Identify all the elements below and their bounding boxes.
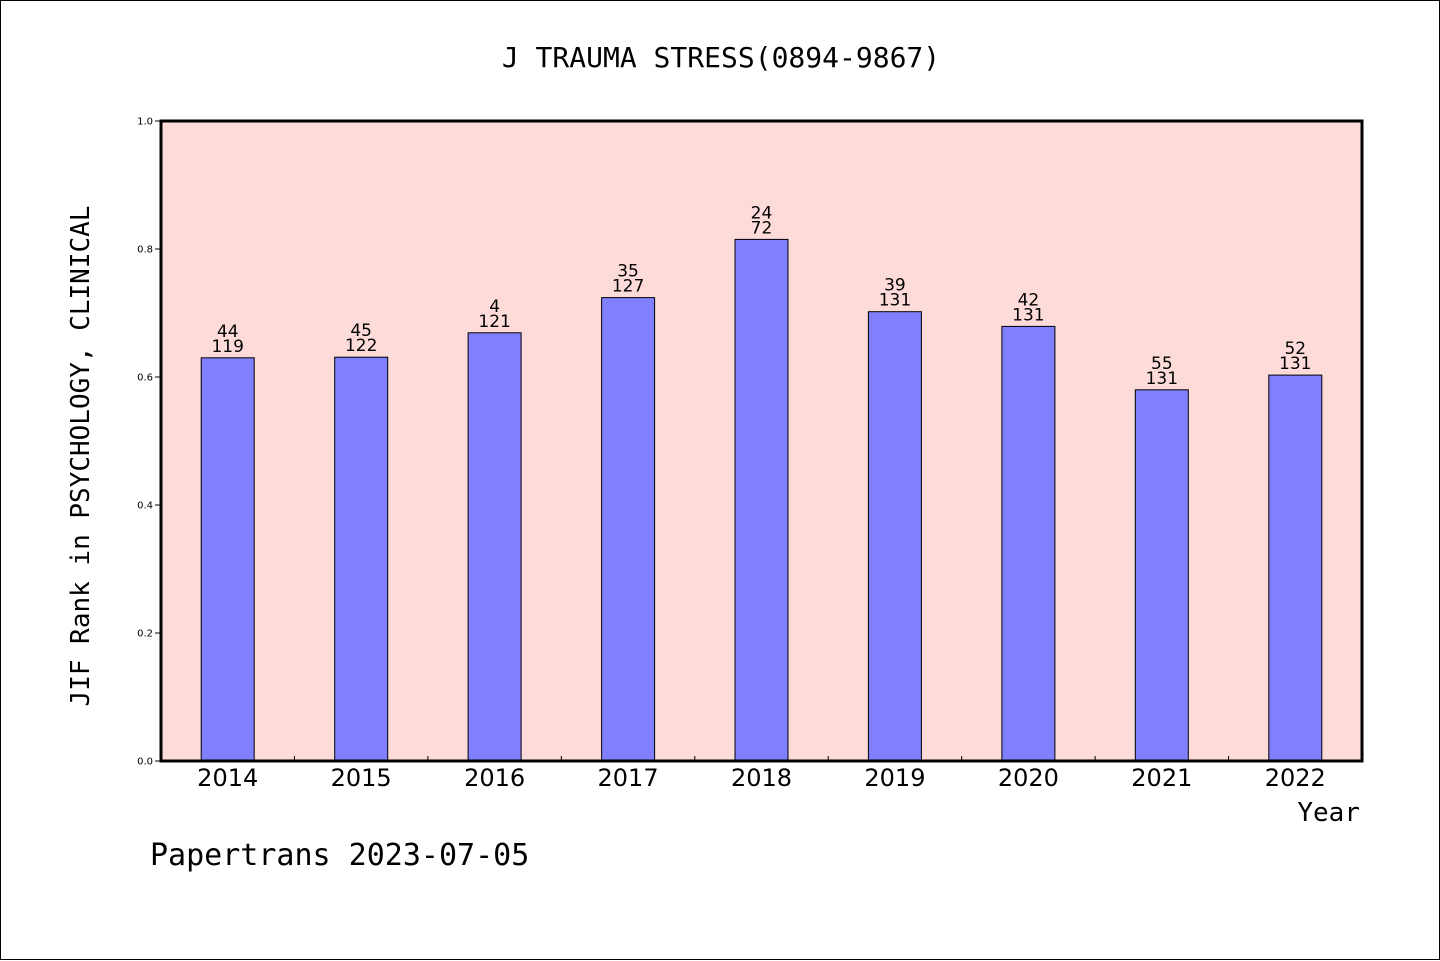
y-axis-title: JIF Rank in PSYCHOLOGY, CLINICAL: [66, 206, 96, 707]
rank-label-2018: 24: [751, 203, 773, 223]
y-tick-label: 0.8: [137, 245, 153, 256]
bar-2021: [1134, 389, 1189, 762]
total-label-2017: 127: [612, 277, 644, 297]
x-axis-title: Year: [1297, 798, 1360, 828]
x-tick-label-2014: 2014: [197, 764, 258, 792]
bar-2016: [467, 332, 522, 762]
total-label-2022: 131: [1279, 354, 1311, 374]
chart-title: J TRAUMA STRESS(0894-9867): [502, 41, 940, 74]
rank-label-2019: 39: [884, 276, 906, 296]
total-label-2019: 131: [879, 291, 911, 311]
x-tick-label-2022: 2022: [1265, 764, 1326, 792]
rank-label-2022: 52: [1284, 339, 1306, 359]
bar-2020: [1001, 325, 1056, 762]
x-tick-label-2019: 2019: [864, 764, 925, 792]
rank-label-2014: 44: [217, 322, 239, 342]
total-label-2016: 121: [478, 312, 510, 332]
x-axis: 2014 2015 2016 2017 2018 2019 2020 2021 2022: [197, 756, 1326, 792]
total-label-2014: 119: [211, 337, 243, 357]
rank-label-2021: 55: [1151, 354, 1173, 374]
rank-label-2015: 45: [350, 321, 372, 341]
total-label-2015: 122: [345, 336, 377, 356]
bar-2015: [334, 356, 389, 762]
rank-label-2020: 42: [1018, 290, 1040, 310]
x-tick-label-2015: 2015: [331, 764, 392, 792]
y-tick-label: 0.4: [137, 501, 153, 512]
x-tick-label-2017: 2017: [598, 764, 659, 792]
bar-2022: [1268, 374, 1323, 762]
y-tick-label: 0.6: [137, 373, 153, 384]
bar-2014: [200, 357, 255, 762]
total-label-2020: 131: [1012, 305, 1044, 325]
total-label-2018: 72: [751, 218, 773, 238]
rank-label-2016: 4: [489, 297, 500, 317]
bar-2017: [601, 297, 656, 762]
x-tick-label-2021: 2021: [1131, 764, 1192, 792]
x-tick-label-2020: 2020: [998, 764, 1059, 792]
total-label-2021: 131: [1146, 369, 1178, 389]
plot-border: [159, 119, 1364, 763]
y-tick-label: 1.0: [137, 117, 153, 128]
y-tick-label: 0.2: [137, 629, 153, 640]
rank-label-2017: 35: [617, 262, 639, 282]
bar-2019: [867, 311, 922, 762]
x-tick-label-2018: 2018: [731, 764, 792, 792]
bar-2018: [734, 238, 789, 762]
y-tick-label: 0.0: [137, 757, 153, 768]
x-tick-label-2016: 2016: [464, 764, 525, 792]
y-axis: 0.0 0.2 0.4 0.6 0.8 1.0: [137, 117, 161, 768]
footer-date-stamp: Papertrans 2023-07-05: [150, 838, 529, 873]
bars-layer: [200, 238, 1323, 762]
